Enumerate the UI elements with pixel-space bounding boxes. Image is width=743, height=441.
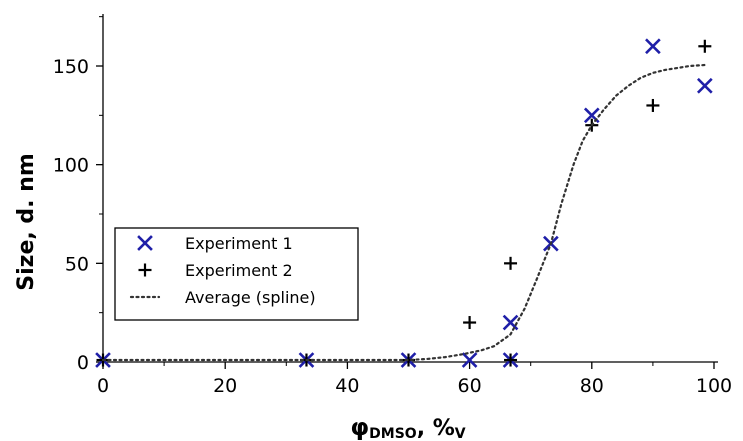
y-tick-label: 0 — [77, 352, 89, 374]
x-axis-title-unit: % — [433, 416, 455, 441]
legend-label: Experiment 1 — [185, 234, 293, 253]
legend-marker-x — [137, 235, 153, 251]
legend-marker-plus — [138, 263, 152, 277]
x-axis-title-separator: , — [417, 416, 433, 441]
marker-stroke — [583, 107, 600, 124]
legend-label: Experiment 2 — [185, 261, 293, 280]
data-point-experiment-1 — [696, 77, 713, 94]
x-axis-title-unit-subscript: V — [455, 426, 466, 441]
data-point-experiment-2 — [698, 39, 712, 53]
marker-stroke — [645, 38, 661, 55]
x-axis-title-symbol: φ — [350, 413, 369, 441]
legend: Experiment 1 Experiment 2 Average (spline) — [114, 227, 359, 321]
axis-titles: Size, d. nm φDMSO, %V — [14, 153, 466, 441]
series-3 — [101, 63, 706, 362]
average-spline-line — [101, 63, 706, 362]
x-tick-label: 0 — [97, 375, 109, 397]
x-tick-label: 20 — [213, 375, 237, 397]
x-tick-label: 100 — [696, 375, 732, 397]
x-tick-label: 60 — [458, 375, 482, 397]
data-point-experiment-2 — [463, 316, 477, 330]
data-point-experiment-2 — [504, 353, 518, 367]
y-tick-label: 150 — [53, 56, 89, 78]
data-point-experiment-1 — [461, 352, 478, 368]
plot-series — [95, 38, 713, 368]
data-point-experiment-1 — [645, 38, 661, 55]
x-tick-label: 80 — [580, 375, 604, 397]
marker-stroke — [502, 314, 519, 331]
marker-stroke — [137, 235, 153, 251]
x-axis-title: φDMSO, %V — [350, 413, 465, 441]
data-point-experiment-1 — [502, 314, 519, 331]
legend-box — [114, 227, 359, 321]
y-axis-title: Size, d. nm — [14, 153, 39, 290]
marker-stroke — [461, 352, 478, 368]
data-point-experiment-2 — [646, 98, 660, 112]
data-point-experiment-2 — [504, 256, 518, 270]
x-axis-title-subscript: DMSO — [369, 426, 417, 441]
y-tick-label: 100 — [53, 155, 89, 177]
axes: 0 20 40 60 80 100 0 50 100 150 — [53, 14, 732, 397]
y-tick-label: 50 — [65, 253, 89, 275]
legend-label: Average (spline) — [185, 288, 316, 307]
x-tick-label: 40 — [335, 375, 359, 397]
marker-stroke — [696, 77, 713, 94]
